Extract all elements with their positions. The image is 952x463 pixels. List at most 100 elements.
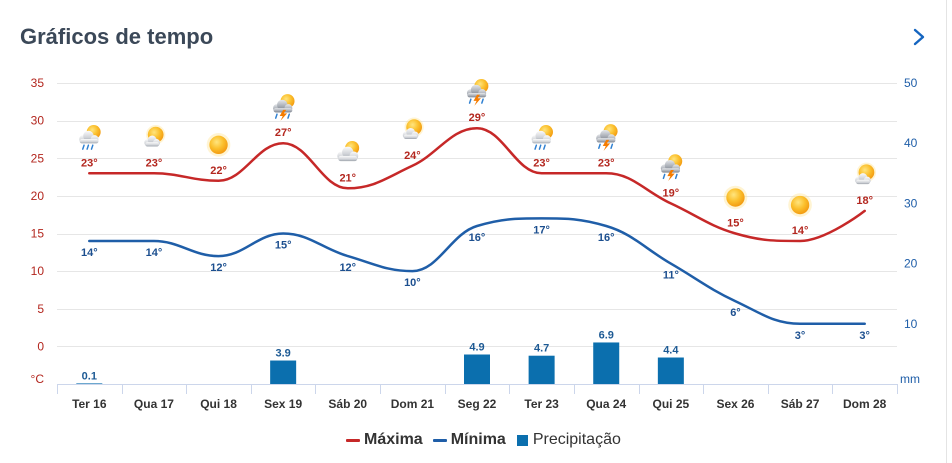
min-temperature-value-label: 16° bbox=[469, 232, 486, 244]
max-temperature-value-label: 15° bbox=[727, 218, 744, 230]
y-axis-right-tick-label: 40 bbox=[904, 136, 918, 150]
min-temperature-value-label: 6° bbox=[730, 307, 741, 319]
max-temperature-value-label: 14° bbox=[792, 225, 809, 237]
thunderstorm-icon bbox=[272, 93, 296, 122]
max-temperature-value-label: 23° bbox=[146, 157, 163, 169]
x-axis-tick-label: Qui 25 bbox=[653, 397, 690, 411]
min-temperature-value-label: 16° bbox=[598, 232, 615, 244]
sun-cloud-rain-icon bbox=[78, 124, 102, 150]
max-temperature-value-label: 23° bbox=[81, 157, 98, 169]
max-temperature-value-label: 22° bbox=[210, 165, 227, 177]
temperature-series bbox=[88, 126, 866, 326]
min-temperature-value-label: 14° bbox=[81, 247, 98, 259]
min-temperature-value-label: 15° bbox=[275, 240, 292, 252]
x-axis-tick-label: Sáb 20 bbox=[328, 397, 367, 411]
precipitation-value-label: 6.9 bbox=[599, 329, 614, 341]
min-temperature-value-label: 17° bbox=[533, 224, 550, 236]
x-axis-tick-label: Qui 18 bbox=[200, 397, 237, 411]
legend-item-max[interactable]: Máxima bbox=[346, 429, 423, 451]
max-temperature-value-label: 27° bbox=[275, 127, 292, 139]
precipitation-series bbox=[76, 342, 684, 384]
y-axis-left-tick-label: 30 bbox=[31, 114, 45, 128]
x-axis-tick-label: Sex 26 bbox=[716, 397, 754, 411]
x-axis-tick-label: Seg 22 bbox=[458, 397, 497, 411]
legend-item-min[interactable]: Mínima bbox=[432, 429, 506, 451]
x-axis-tick-label: Qua 17 bbox=[134, 397, 174, 411]
legend-min-line-swatch bbox=[432, 438, 447, 442]
min-temperature-value-label: 3° bbox=[795, 330, 806, 342]
thunderstorm-icon bbox=[595, 123, 619, 152]
chevron-right-icon bbox=[913, 28, 925, 46]
sun-icon bbox=[723, 185, 748, 210]
legend-precipitation-swatch bbox=[516, 434, 528, 446]
legend-item-precipitation[interactable]: Precipitação bbox=[516, 429, 621, 451]
max-temperature-line[interactable] bbox=[88, 126, 866, 243]
legend-max-line-swatch bbox=[346, 438, 360, 442]
min-temperature-value-label: 14° bbox=[146, 247, 163, 259]
sun-icon bbox=[206, 133, 231, 157]
min-temperature-line[interactable] bbox=[88, 217, 866, 326]
y-axis-right-tick-label: 20 bbox=[904, 257, 918, 271]
x-axis: Ter 16 Qua 17 Qui 18 Sex 19 Sáb 20 Dom 21 Seg … bbox=[57, 384, 898, 411]
sun-cloud-rain-icon bbox=[530, 124, 554, 150]
mostly-cloudy-icon bbox=[337, 140, 360, 162]
min-temperature-value-label: 3° bbox=[859, 330, 870, 342]
data-labels: 0.1 3.9 4.9 4.7 6.9 4.4 23° 23° 22° 27° 21° 24° 29° 2… bbox=[81, 112, 873, 382]
y-axis-left-tick-label: 10 bbox=[31, 264, 45, 278]
precipitation-value-label: 0.1 bbox=[82, 370, 97, 382]
legend-max-label: Máxima bbox=[364, 431, 423, 448]
partly-cloudy-icon bbox=[402, 117, 424, 139]
y-axis-left-tick-label: 35 bbox=[31, 76, 45, 90]
precipitation-bar[interactable] bbox=[593, 342, 620, 384]
chart-legend: Máxima Mínima Precipitação bbox=[346, 429, 621, 451]
x-axis-tick-label: Dom 21 bbox=[391, 397, 435, 411]
max-temperature-value-label: 23° bbox=[533, 157, 550, 169]
y-axis-left-tick-label: 25 bbox=[31, 151, 45, 165]
y-axis-left-unit-label: °C bbox=[31, 372, 45, 386]
precipitation-value-label: 4.4 bbox=[663, 345, 679, 357]
max-temperature-value-label: 19° bbox=[663, 187, 680, 199]
min-temperature-value-label: 12° bbox=[210, 262, 227, 274]
x-axis-tick-label: Sex 19 bbox=[264, 397, 302, 411]
max-temperature-value-label: 23° bbox=[598, 157, 615, 169]
legend-precipitation-label: Precipitação bbox=[532, 431, 621, 448]
max-temperature-value-label: 29° bbox=[469, 112, 486, 124]
y-axis-left-tick-label: 0 bbox=[37, 339, 44, 353]
y-axis-left-tick-label: 20 bbox=[31, 189, 45, 203]
y-axis-left-tick-label: 5 bbox=[37, 302, 44, 316]
precipitation-bar[interactable] bbox=[528, 355, 555, 384]
gridlines bbox=[57, 83, 897, 347]
precipitation-bar[interactable] bbox=[657, 357, 684, 384]
precipitation-bar[interactable] bbox=[464, 354, 490, 384]
legend-min-label: Mínima bbox=[450, 431, 506, 448]
partly-cloudy-icon bbox=[144, 125, 166, 147]
precipitation-value-label: 4.9 bbox=[469, 342, 484, 354]
min-temperature-value-label: 12° bbox=[339, 262, 356, 274]
precipitation-value-label: 3.9 bbox=[276, 348, 291, 360]
max-temperature-value-label: 24° bbox=[404, 150, 421, 162]
max-temperature-value-label: 18° bbox=[856, 195, 873, 207]
max-temperature-value-label: 21° bbox=[339, 172, 356, 184]
precipitation-bar[interactable] bbox=[270, 360, 297, 384]
y-axis-right-tick-label: 50 bbox=[904, 76, 918, 90]
y-axis-right: 50 40 30 20 10 mm bbox=[900, 76, 920, 386]
precipitation-bar[interactable] bbox=[76, 383, 103, 384]
y-axis-right-tick-label: 30 bbox=[904, 196, 918, 210]
y-axis-left: 35 30 25 20 15 10 5 0 °C bbox=[31, 76, 45, 386]
page-title: Gráficos de tempo bbox=[20, 24, 214, 49]
next-button[interactable] bbox=[910, 27, 928, 47]
x-axis-tick-label: Ter 23 bbox=[524, 397, 559, 411]
partly-cloudy-icon bbox=[855, 162, 877, 185]
x-axis-tick-label: Ter 16 bbox=[72, 397, 107, 411]
precipitation-value-label: 4.7 bbox=[534, 343, 549, 355]
card-border bbox=[946, 0, 947, 463]
x-axis-tick-label: Sáb 27 bbox=[781, 397, 820, 411]
x-axis-tick-label: Dom 28 bbox=[843, 397, 887, 411]
min-temperature-value-label: 11° bbox=[663, 270, 679, 282]
x-axis-tick-label: Qua 24 bbox=[586, 397, 626, 411]
y-axis-left-tick-label: 15 bbox=[31, 227, 45, 241]
y-axis-right-tick-label: 10 bbox=[904, 317, 918, 331]
sun-icon bbox=[788, 193, 812, 217]
